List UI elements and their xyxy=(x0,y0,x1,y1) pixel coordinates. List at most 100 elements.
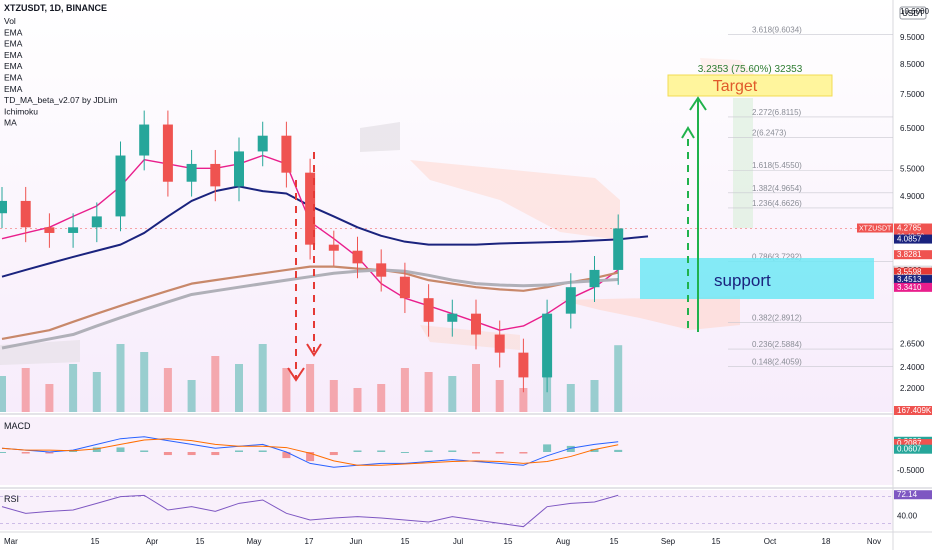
macd-histogram-bar xyxy=(116,447,125,452)
macd-line xyxy=(1,436,619,468)
legend-item[interactable]: Vol xyxy=(4,16,16,26)
candle-body xyxy=(328,244,339,251)
candle-body xyxy=(210,163,221,187)
price-badge-value: 3.3410 xyxy=(897,283,922,292)
macd-pane-background xyxy=(0,417,893,485)
volume-bar xyxy=(140,352,149,412)
upward-projection xyxy=(681,96,707,332)
macd-histogram-bar xyxy=(306,452,315,462)
candle-body xyxy=(518,352,529,378)
candle-body xyxy=(305,172,316,245)
price-badge-value: 3.5598 xyxy=(897,268,922,277)
macd-histogram-bar xyxy=(187,452,196,456)
price-axis[interactable]: USDT 10.6000 9.5000 8.5000 7.5000 6.5000 5.50… xyxy=(899,6,929,393)
time-tick: 17 xyxy=(305,537,314,546)
price-tick: 5.5000 xyxy=(900,164,925,173)
price-tick: 8.5000 xyxy=(900,60,925,69)
macd-badge xyxy=(894,444,932,454)
volume-bar xyxy=(353,388,362,412)
volume-bar xyxy=(21,368,30,412)
macd-histogram-bar xyxy=(448,450,457,452)
macd-histogram-bar xyxy=(400,452,409,453)
volume-badge-text: 167.409K xyxy=(897,406,932,415)
price-badge-value: 4.2785 xyxy=(897,224,922,233)
time-tick: Sep xyxy=(661,537,676,546)
candle-body xyxy=(376,263,387,277)
time-tick: Jul xyxy=(453,537,463,546)
candle-body xyxy=(471,313,481,335)
rsi-label: RSI xyxy=(4,494,19,504)
symbol-title[interactable]: XTZUSDT, 1D, BINANCE xyxy=(4,3,107,13)
ema-line xyxy=(1,265,619,341)
time-tick: 15 xyxy=(401,537,410,546)
macd-histogram-bar xyxy=(21,452,30,454)
time-tick: Apr xyxy=(146,537,159,546)
support-label: support xyxy=(714,271,771,290)
ema-line xyxy=(1,268,619,350)
price-candles xyxy=(0,110,624,393)
macd-signal-line xyxy=(1,438,619,466)
drop-arrowhead xyxy=(287,367,305,382)
indicator-legend: XTZUSDT, 1D, BINANCE VolEMAEMAEMAEMAEMAE… xyxy=(4,3,117,128)
candle-body xyxy=(257,135,268,152)
drop-arrowhead xyxy=(306,343,322,357)
rsi-tick: 40.00 xyxy=(897,512,918,521)
legend-item[interactable]: Ichimoku xyxy=(4,106,38,116)
support-zone[interactable]: support xyxy=(640,258,874,299)
price-tick: 2.6500 xyxy=(900,339,925,348)
macd-histogram-bar xyxy=(424,450,433,452)
fib-label: 1.618(5.4550) xyxy=(752,161,802,170)
target-zone[interactable]: Target 3.2353 (75.60%) 32353 xyxy=(667,64,833,97)
fib-label: 0.382(2.8912) xyxy=(752,314,802,323)
macd-histogram-bar xyxy=(92,447,101,452)
volume-bar xyxy=(258,344,267,412)
price-badge xyxy=(894,282,932,292)
macd-histogram-bar xyxy=(211,452,220,456)
volume-bar xyxy=(448,376,457,412)
legend-item[interactable]: TD_MA_beta_v2.07 by JDLim xyxy=(4,95,117,105)
macd-histogram-bar xyxy=(45,452,54,454)
candle-body xyxy=(139,124,150,156)
time-tick: May xyxy=(246,537,261,546)
macd-tick: 0.0607 xyxy=(897,445,922,454)
time-tick: Aug xyxy=(556,537,570,546)
volume-bar xyxy=(163,368,172,412)
volume-bar xyxy=(306,364,315,412)
macd-histogram-bar xyxy=(258,450,267,452)
price-tick: 10.6000 xyxy=(900,7,929,16)
time-tick: Jun xyxy=(350,537,363,546)
legend-item[interactable]: EMA xyxy=(4,27,23,37)
rsi-line xyxy=(1,494,619,528)
macd-histogram-bar xyxy=(495,452,504,454)
macd-histogram-bar xyxy=(614,449,623,452)
price-badge xyxy=(894,234,932,244)
legend-item[interactable]: EMA xyxy=(4,84,23,94)
price-tick: 2.4000 xyxy=(900,363,925,372)
volume-bar xyxy=(211,356,220,412)
price-tick: 9.5000 xyxy=(900,33,925,42)
symbol-badge-label: XTZUSDT xyxy=(859,226,892,233)
price-tick: 7.5000 xyxy=(900,90,925,99)
target-box[interactable] xyxy=(667,74,833,97)
legend-item[interactable]: EMA xyxy=(4,73,23,83)
candle-body xyxy=(613,228,624,270)
unit-label: USDT xyxy=(902,9,924,18)
legend-item[interactable]: EMA xyxy=(4,61,23,71)
candle-body xyxy=(91,216,102,228)
support-box[interactable] xyxy=(640,258,874,299)
candle-body xyxy=(68,227,79,233)
volume-bar xyxy=(69,364,78,412)
price-badges: 4.278522:48:58XTZUSDT4.08573.82813.58223… xyxy=(857,223,932,292)
candle-body xyxy=(399,276,410,299)
legend-item[interactable]: EMA xyxy=(4,39,23,49)
fib-label: 1.236(4.6626) xyxy=(752,199,802,208)
candle-body xyxy=(186,163,197,182)
legend-item[interactable]: MA xyxy=(4,118,17,128)
price-badge-value: 3.4513 xyxy=(897,275,922,284)
time-axis[interactable]: Mar 15 Apr 15 May 17 Jun 15 Jul 15 Aug 15 Sep 15 Oct 18… xyxy=(4,537,881,546)
volume-bar xyxy=(614,345,623,412)
target-stats: 3.2353 (75.60%) 32353 xyxy=(698,64,803,75)
legend-item[interactable]: EMA xyxy=(4,50,23,60)
